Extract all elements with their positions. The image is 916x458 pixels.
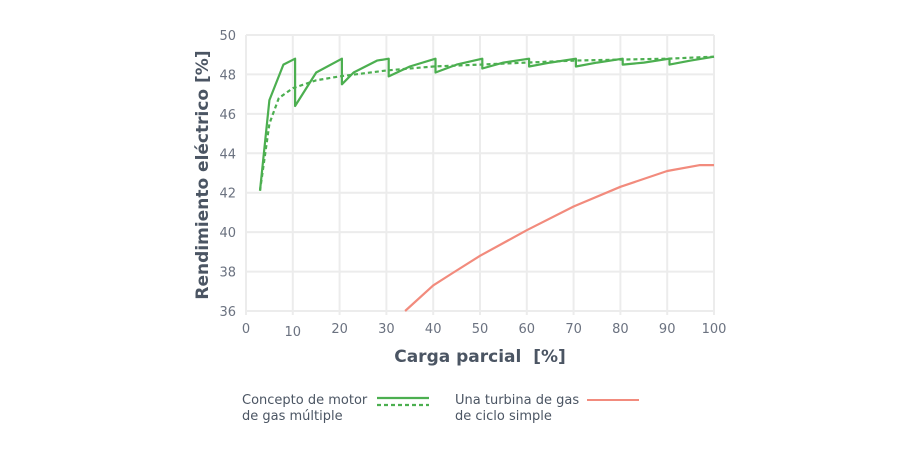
legend-label-engine: Concepto de motor de gas múltiple [242,393,368,424]
x-tick-label: 10 [285,325,302,340]
x-tick-label: 90 [659,322,676,337]
series-lines [258,55,715,312]
y-tick-label: 42 [219,187,236,202]
x-tick-label: 30 [378,322,395,337]
y-tick-label: 46 [219,108,236,123]
y-axis-label: Rendimiento eléctrico [%] [193,50,213,299]
x-axis-ticks: 0 10 20 30 40 50 60 70 80 90 100 [242,322,727,340]
x-tick-label: 0 [242,322,250,337]
x-tick-label: 50 [472,322,489,337]
y-tick-label: 44 [219,147,236,162]
series-line-0 [258,55,715,191]
y-tick-label: 50 [219,29,236,44]
x-tick-label: 70 [565,322,582,337]
y-tick-label: 36 [219,305,236,320]
legend-swatch-engine [377,396,430,407]
x-tick-label: 60 [519,322,536,337]
y-tick-label: 48 [219,68,236,83]
series-line-2 [404,164,714,312]
series-line-1 [258,55,715,191]
legend-label-turbine: Una turbina de gas de ciclo simple [455,393,580,424]
x-tick-label: 40 [425,322,442,337]
x-tick-label: 100 [702,322,727,337]
y-tick-label: 38 [219,266,236,281]
x-axis-label: Carga parcial [%] [394,347,566,367]
legend-swatch-turbine [587,399,640,401]
x-tick-label: 80 [612,322,629,337]
y-tick-label: 40 [219,226,236,241]
legend-item-turbine: Una turbina de gas de ciclo simple [455,393,645,425]
y-axis-ticks: 36 38 40 42 44 46 48 50 [219,29,236,320]
grid [245,34,715,315]
x-tick-label: 20 [331,322,348,337]
legend-item-engine: Concepto de motor de gas múltiple [242,393,433,425]
